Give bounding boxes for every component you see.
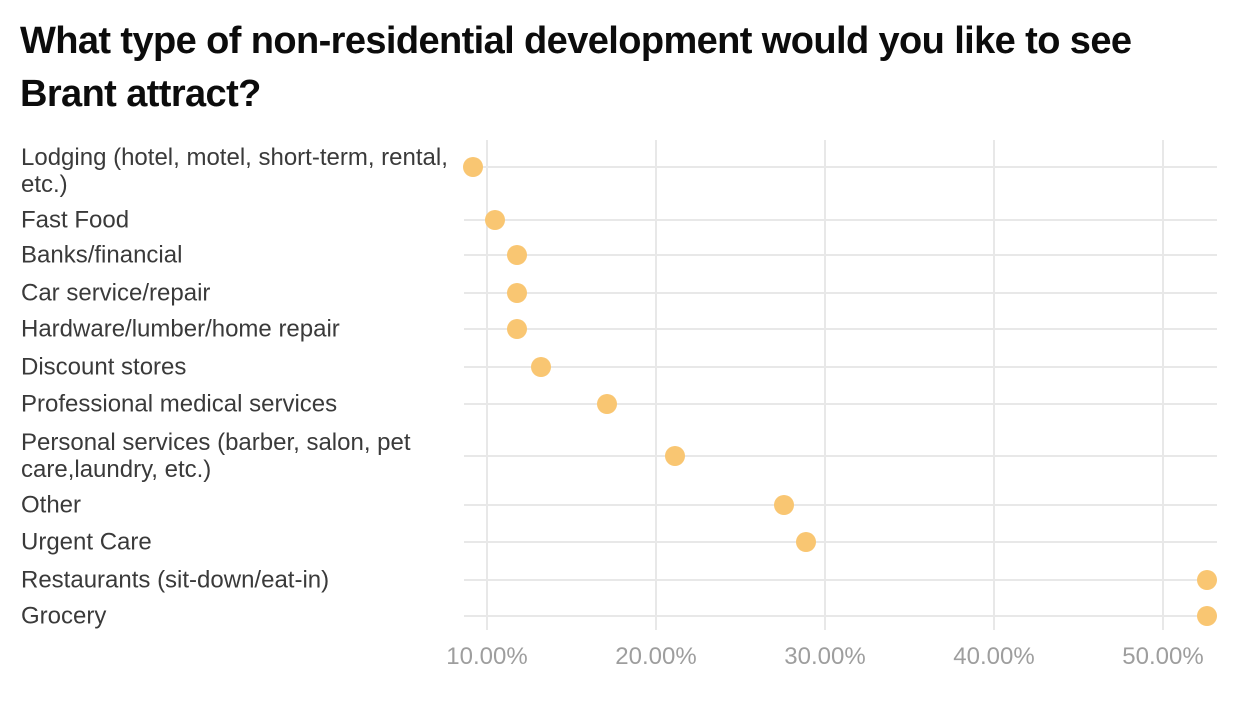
data-point-dot[interactable] [1196, 606, 1217, 626]
x-gridline [655, 140, 657, 630]
category-label: Professional medical services [21, 390, 338, 418]
row-gridline [464, 219, 1217, 221]
x-axis-tick-label: 20.00% [615, 643, 697, 670]
row-gridline [464, 254, 1217, 256]
row-gridline [464, 166, 1217, 168]
x-gridline [1162, 140, 1164, 630]
x-gridline [824, 140, 826, 630]
category-label: Banks/financial [21, 241, 183, 269]
category-label: Other [21, 491, 82, 519]
category-label: Restaurants (sit-down/eat-in) [21, 566, 330, 594]
data-point-dot[interactable] [664, 446, 685, 466]
category-label: Urgent Care [21, 528, 152, 556]
category-label: Grocery [21, 602, 107, 630]
data-point-dot[interactable] [485, 210, 506, 230]
row-gridline [464, 541, 1217, 543]
category-label: Lodging (hotel, motel, short-term, renta… [21, 144, 448, 198]
row-gridline [464, 455, 1217, 457]
chart-title: What type of non-residential development… [20, 20, 1132, 115]
row-gridline [464, 579, 1217, 581]
x-axis-tick-label: 10.00% [446, 643, 528, 670]
data-point-dot[interactable] [507, 245, 528, 265]
data-point-dot[interactable] [1196, 570, 1217, 590]
x-gridline [993, 140, 995, 630]
data-point-dot[interactable] [507, 319, 528, 339]
category-label: Discount stores [21, 353, 187, 381]
row-gridline [464, 403, 1217, 405]
data-point-dot[interactable] [596, 394, 617, 414]
data-point-dot[interactable] [463, 157, 484, 177]
category-label: Personal services (barber, salon, pet ca… [21, 429, 411, 483]
x-axis-tick-label: 40.00% [953, 643, 1035, 670]
x-axis-tick-label: 50.00% [1122, 643, 1204, 670]
row-gridline [464, 328, 1217, 330]
category-label: Car service/repair [21, 279, 211, 307]
data-point-dot[interactable] [507, 283, 528, 303]
row-gridline [464, 615, 1217, 617]
row-gridline [464, 366, 1217, 368]
row-gridline [464, 504, 1217, 506]
row-gridline [464, 292, 1217, 294]
x-gridline [486, 140, 488, 630]
data-point-dot[interactable] [796, 532, 817, 552]
data-point-dot[interactable] [774, 495, 795, 515]
data-point-dot[interactable] [531, 357, 552, 377]
x-axis-tick-label: 30.00% [784, 643, 866, 670]
category-label: Fast Food [21, 206, 130, 234]
category-label: Hardware/lumber/home repair [21, 315, 340, 343]
